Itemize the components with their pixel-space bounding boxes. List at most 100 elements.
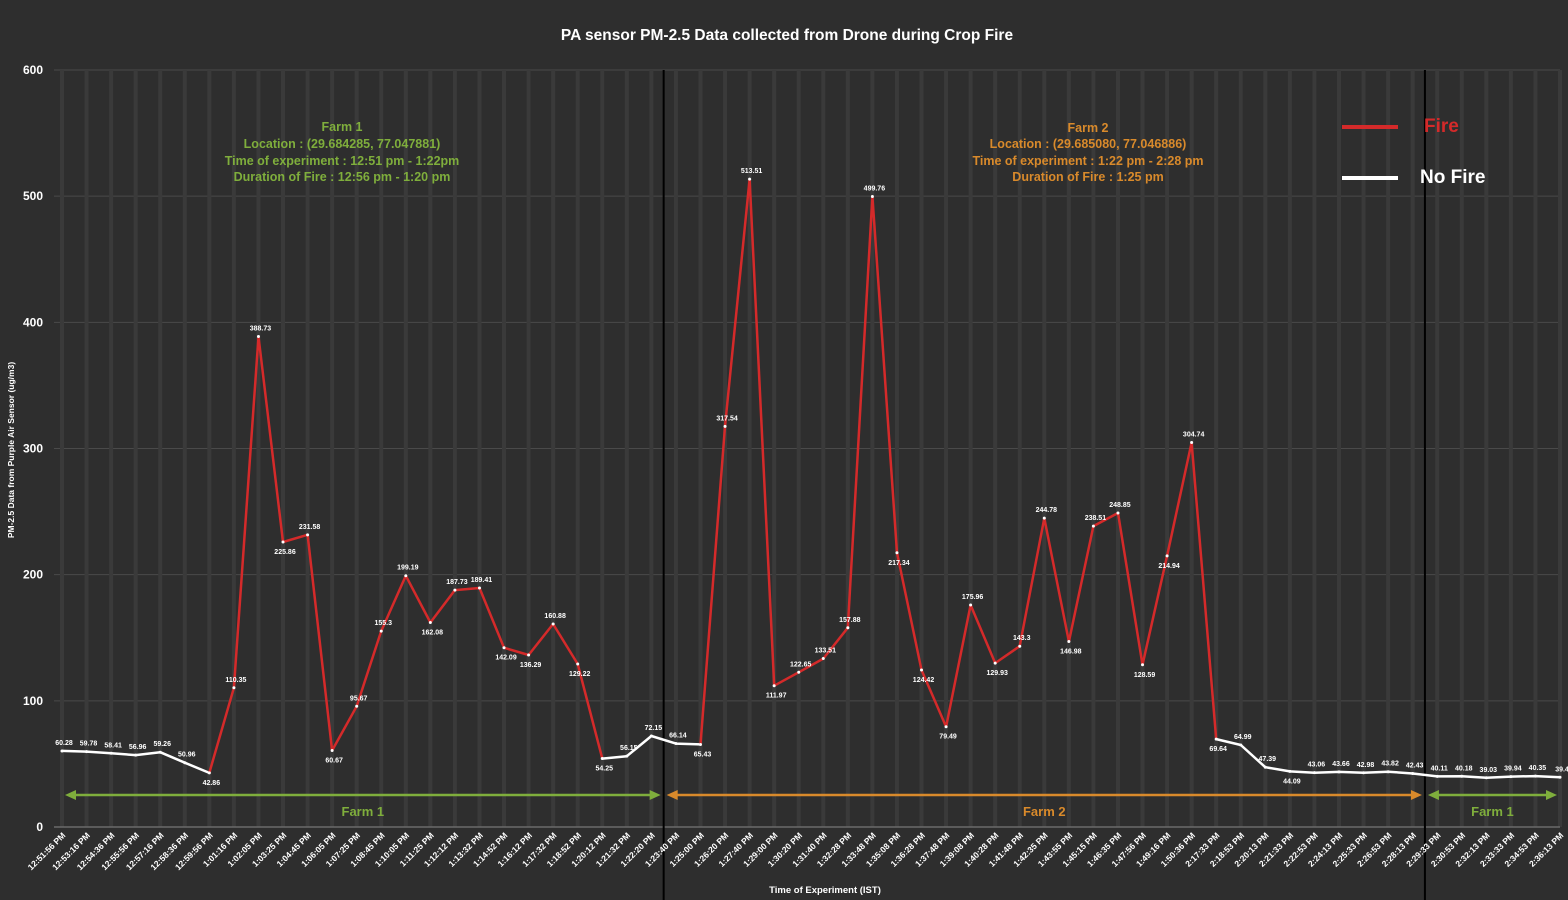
- x-gridband: [1066, 70, 1071, 827]
- x-gridband: [1165, 70, 1170, 827]
- data-label: 187.73: [446, 579, 468, 586]
- x-gridband: [968, 70, 973, 827]
- data-point: [379, 629, 383, 633]
- data-point: [1263, 765, 1267, 769]
- data-point: [1116, 511, 1120, 515]
- x-axis-label: Time of Experiment (IST): [769, 885, 881, 896]
- x-gridband: [1238, 70, 1243, 827]
- data-label: 143.3: [1013, 635, 1031, 642]
- x-gridband: [305, 70, 310, 827]
- x-gridband: [796, 70, 801, 827]
- x-gridband: [723, 70, 728, 827]
- data-label: 248.85: [1109, 502, 1131, 509]
- y-tick-label: 600: [23, 63, 43, 77]
- x-gridband: [993, 70, 998, 827]
- data-point: [920, 668, 924, 672]
- data-label: 66.14: [669, 733, 687, 740]
- farm-region-arrowhead-left: [1427, 790, 1439, 800]
- data-label: 146.98: [1060, 649, 1082, 656]
- data-label: 133.51: [815, 648, 837, 655]
- data-point: [1484, 776, 1488, 780]
- x-gridband: [551, 70, 556, 827]
- y-tick-label: 0: [36, 820, 43, 834]
- data-point: [649, 734, 653, 738]
- x-gridband: [109, 70, 114, 827]
- x-gridband: [1263, 70, 1268, 827]
- data-label: 231.58: [299, 524, 321, 531]
- data-point: [1558, 775, 1562, 779]
- data-label: 39.4: [1555, 766, 1568, 773]
- legend: Fire No Fire: [1342, 116, 1485, 188]
- data-label: 43.06: [1308, 762, 1326, 769]
- data-point: [1067, 640, 1071, 644]
- data-label: 43.82: [1381, 761, 1399, 768]
- data-label: 499.76: [864, 185, 886, 192]
- grid-layer: [54, 69, 1562, 828]
- y-tick-label: 200: [23, 568, 43, 582]
- y-axis-label: PM-2.5 Data from Purple Air Sensor (ug/m…: [6, 362, 16, 538]
- data-label: 56.96: [129, 744, 147, 751]
- data-label: 214.94: [1158, 563, 1180, 570]
- data-point: [1460, 774, 1464, 778]
- data-label: 129.22: [569, 671, 591, 678]
- data-point: [870, 194, 874, 198]
- data-point: [428, 621, 432, 625]
- data-point: [1312, 771, 1316, 775]
- x-gridband: [944, 70, 949, 827]
- data-label: 56.15: [620, 745, 638, 752]
- data-label: 155.3: [374, 620, 392, 627]
- data-point: [60, 749, 64, 753]
- data-point: [134, 753, 138, 757]
- farm-region-arrowhead-right: [1546, 790, 1557, 800]
- x-gridband: [182, 70, 187, 827]
- data-label: 110.35: [225, 677, 246, 684]
- data-label: 72.15: [645, 725, 663, 732]
- data-point: [1509, 775, 1513, 779]
- data-point: [1435, 774, 1439, 778]
- y-tick-label: 500: [23, 189, 43, 203]
- y-tick-label: 400: [23, 315, 43, 329]
- x-gridband: [1361, 70, 1366, 827]
- x-gridband: [231, 70, 236, 827]
- x-gridband: [477, 70, 482, 827]
- farm2-annotation-duration: Duration of Fire : 1:25 pm: [1012, 170, 1163, 184]
- data-label: 42.43: [1406, 762, 1424, 769]
- data-point: [281, 540, 285, 544]
- x-gridband: [1386, 70, 1391, 827]
- data-label: 42.86: [203, 780, 221, 787]
- farm-region-layer: Farm 1 Farm 2 Farm 1: [65, 790, 1557, 819]
- x-gridband: [379, 70, 384, 827]
- x-gridband: [1042, 70, 1047, 827]
- data-label: 40.35: [1529, 765, 1547, 772]
- data-label: 225.86: [274, 549, 296, 556]
- farm-region-label: Farm 1: [342, 804, 385, 819]
- data-point: [1362, 771, 1366, 775]
- x-gridband: [624, 70, 629, 827]
- data-label: 238.51: [1085, 515, 1107, 522]
- data-label: 44.09: [1283, 778, 1301, 785]
- data-point: [1533, 774, 1537, 778]
- data-label: 42.98: [1357, 762, 1375, 769]
- data-point: [232, 686, 236, 690]
- data-point: [821, 657, 825, 661]
- x-gridband: [1336, 70, 1341, 827]
- data-point: [600, 757, 604, 761]
- x-gridband: [673, 70, 678, 827]
- data-point: [1042, 516, 1046, 520]
- x-gridband: [158, 70, 163, 827]
- data-point: [1018, 644, 1022, 648]
- data-point: [1239, 743, 1243, 747]
- data-label: 111.97: [766, 693, 787, 700]
- data-label: 175.96: [962, 594, 984, 601]
- data-point: [404, 574, 408, 578]
- data-point: [969, 603, 973, 607]
- data-point: [1337, 770, 1341, 774]
- data-label: 142.09: [495, 655, 517, 662]
- data-label: 39.94: [1504, 766, 1522, 773]
- data-point: [944, 725, 948, 729]
- data-point: [1190, 441, 1194, 445]
- data-label: 40.18: [1455, 765, 1473, 772]
- data-point: [1214, 737, 1218, 741]
- data-label: 122.65: [790, 661, 812, 668]
